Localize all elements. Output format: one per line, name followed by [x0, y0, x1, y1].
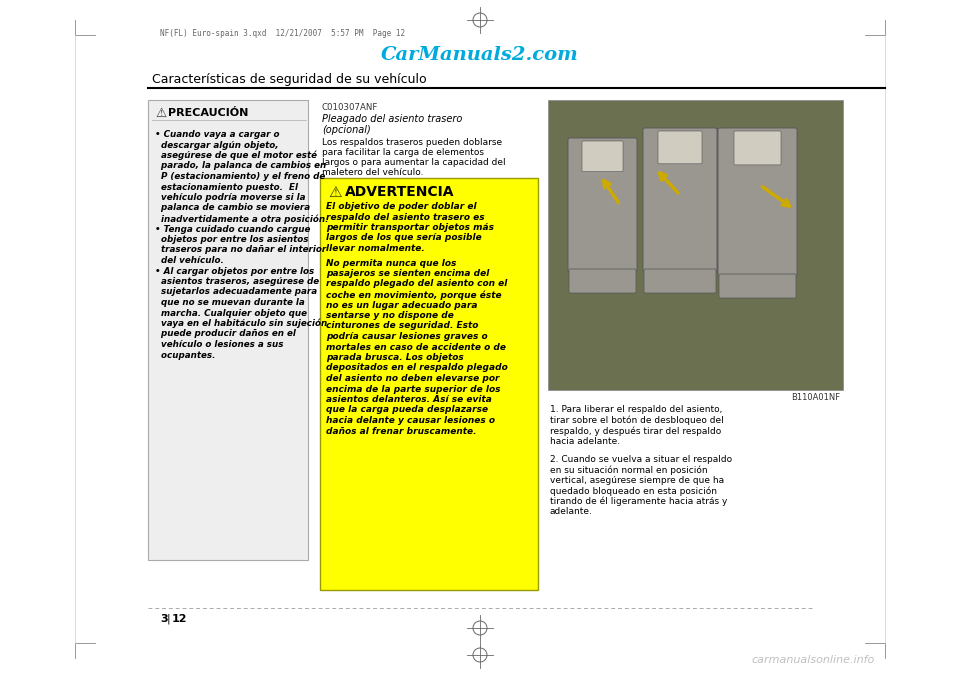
FancyBboxPatch shape	[582, 141, 623, 172]
FancyBboxPatch shape	[643, 128, 717, 272]
Text: hacia adelante.: hacia adelante.	[550, 437, 620, 445]
Text: daños al frenar bruscamente.: daños al frenar bruscamente.	[326, 426, 476, 435]
Text: tirando de él ligeramente hacia atrás y: tirando de él ligeramente hacia atrás y	[550, 497, 728, 506]
Text: ADVERTENCIA: ADVERTENCIA	[345, 185, 454, 199]
Text: NF(FL) Euro-spain 3.qxd  12/21/2007  5:57 PM  Page 12: NF(FL) Euro-spain 3.qxd 12/21/2007 5:57 …	[160, 28, 405, 37]
Text: tirar sobre el botón de desbloqueo del: tirar sobre el botón de desbloqueo del	[550, 416, 724, 425]
Text: P (estacionamiento) y el freno de: P (estacionamiento) y el freno de	[155, 172, 325, 181]
Text: quedado bloqueado en esta posición: quedado bloqueado en esta posición	[550, 487, 717, 496]
Text: 3: 3	[160, 614, 168, 624]
Text: (opcional): (opcional)	[322, 125, 371, 135]
Text: |: |	[167, 614, 171, 624]
Text: asientos delanteros. Así se evita: asientos delanteros. Así se evita	[326, 395, 492, 404]
Text: que no se muevan durante la: que no se muevan durante la	[155, 298, 304, 307]
Text: 1. Para liberar el respaldo del asiento,: 1. Para liberar el respaldo del asiento,	[550, 405, 722, 414]
Text: del vehículo.: del vehículo.	[155, 256, 224, 265]
Text: encima de la parte superior de los: encima de la parte superior de los	[326, 384, 500, 393]
Text: adelante.: adelante.	[550, 508, 593, 517]
FancyBboxPatch shape	[568, 138, 637, 272]
Text: hacia delante y causar lesiones o: hacia delante y causar lesiones o	[326, 416, 495, 425]
FancyBboxPatch shape	[719, 274, 796, 298]
Text: inadvertidamente a otra posición.: inadvertidamente a otra posición.	[155, 214, 328, 224]
Text: vertical, asegúrese siempre de que ha: vertical, asegúrese siempre de que ha	[550, 476, 724, 485]
Text: maletero del vehículo.: maletero del vehículo.	[322, 168, 423, 177]
Text: • Al cargar objetos por entre los: • Al cargar objetos por entre los	[155, 266, 314, 275]
Text: carmanualsonline.info: carmanualsonline.info	[752, 655, 875, 665]
Text: B110A01NF: B110A01NF	[791, 393, 840, 402]
Text: estacionamiento puesto.  El: estacionamiento puesto. El	[155, 182, 298, 191]
Text: CarManuals2.com: CarManuals2.com	[381, 46, 579, 64]
FancyBboxPatch shape	[718, 128, 797, 277]
Text: mortales en caso de accidente o de: mortales en caso de accidente o de	[326, 342, 506, 351]
Text: Características de seguridad de su vehículo: Características de seguridad de su vehíc…	[152, 73, 426, 87]
Text: parada brusca. Los objetos: parada brusca. Los objetos	[326, 353, 464, 362]
Text: traseros para no dañar el interior: traseros para no dañar el interior	[155, 245, 326, 254]
Text: no es un lugar adecuado para: no es un lugar adecuado para	[326, 300, 477, 309]
Text: respaldo plegado del asiento con el: respaldo plegado del asiento con el	[326, 279, 508, 289]
Text: 12: 12	[172, 614, 187, 624]
Text: • Tenga cuidado cuando cargue: • Tenga cuidado cuando cargue	[155, 224, 310, 233]
Text: del asiento no deben elevarse por: del asiento no deben elevarse por	[326, 374, 499, 383]
Text: ⚠: ⚠	[328, 185, 342, 200]
Text: marcha. Cualquier objeto que: marcha. Cualquier objeto que	[155, 308, 307, 317]
Text: objetos por entre los asientos: objetos por entre los asientos	[155, 235, 308, 244]
Text: largos o para aumentar la capacidad del: largos o para aumentar la capacidad del	[322, 158, 506, 167]
Text: en su situación normal en posición: en su situación normal en posición	[550, 466, 708, 475]
Text: sentarse y no dispone de: sentarse y no dispone de	[326, 311, 454, 320]
Text: descargar algún objeto,: descargar algún objeto,	[155, 140, 278, 150]
FancyBboxPatch shape	[569, 269, 636, 293]
Text: que la carga pueda desplazarse: que la carga pueda desplazarse	[326, 405, 488, 414]
Text: vehículo podría moverse si la: vehículo podría moverse si la	[155, 193, 305, 202]
Text: puede producir daños en el: puede producir daños en el	[155, 330, 296, 338]
Text: largos de los que sería posible: largos de los que sería posible	[326, 233, 482, 243]
Text: C010307ANF: C010307ANF	[322, 103, 378, 112]
Text: permitir transportar objetos más: permitir transportar objetos más	[326, 223, 494, 232]
FancyBboxPatch shape	[320, 178, 538, 590]
Text: Pleagado del asiento trasero: Pleagado del asiento trasero	[322, 114, 463, 124]
Text: respaldo, y después tirar del respaldo: respaldo, y después tirar del respaldo	[550, 426, 721, 435]
Text: depositados en el respaldo plegado: depositados en el respaldo plegado	[326, 363, 508, 372]
Text: podría causar lesiones graves o: podría causar lesiones graves o	[326, 332, 488, 341]
Text: vehículo o lesiones a sus: vehículo o lesiones a sus	[155, 340, 283, 349]
Text: respaldo del asiento trasero es: respaldo del asiento trasero es	[326, 212, 485, 222]
Text: palanca de cambio se moviera: palanca de cambio se moviera	[155, 203, 310, 212]
Text: Los respaldos traseros pueden doblarse: Los respaldos traseros pueden doblarse	[322, 138, 502, 147]
FancyBboxPatch shape	[148, 100, 308, 560]
FancyBboxPatch shape	[658, 131, 702, 164]
Text: asientos traseros, asegúrese de: asientos traseros, asegúrese de	[155, 277, 319, 286]
Text: PRECAUCIÓN: PRECAUCIÓN	[168, 108, 249, 118]
Text: para facilitar la carga de elementos: para facilitar la carga de elementos	[322, 148, 484, 157]
Text: vaya en el habitáculo sin sujeción: vaya en el habitáculo sin sujeción	[155, 319, 327, 329]
Text: cinturones de seguridad. Esto: cinturones de seguridad. Esto	[326, 321, 478, 330]
Text: ⚠: ⚠	[155, 106, 166, 119]
FancyBboxPatch shape	[548, 100, 843, 390]
Text: sujetarlos adecuadamente para: sujetarlos adecuadamente para	[155, 287, 317, 296]
Text: pasajeros se sienten encima del: pasajeros se sienten encima del	[326, 269, 490, 278]
Text: El objetivo de poder doblar el: El objetivo de poder doblar el	[326, 202, 476, 211]
Text: ocupantes.: ocupantes.	[155, 351, 215, 359]
FancyBboxPatch shape	[644, 269, 716, 293]
Text: parado, la palanca de cambios en: parado, la palanca de cambios en	[155, 161, 326, 170]
Text: No permita nunca que los: No permita nunca que los	[326, 258, 456, 268]
Text: 2. Cuando se vuelva a situar el respaldo: 2. Cuando se vuelva a situar el respaldo	[550, 455, 732, 464]
Text: coche en movimiento, porque éste: coche en movimiento, porque éste	[326, 290, 502, 300]
Text: asegúrese de que el motor esté: asegúrese de que el motor esté	[155, 151, 317, 161]
Text: • Cuando vaya a cargar o: • Cuando vaya a cargar o	[155, 130, 279, 139]
Text: llevar nomalmente.: llevar nomalmente.	[326, 244, 424, 253]
FancyBboxPatch shape	[734, 131, 781, 165]
